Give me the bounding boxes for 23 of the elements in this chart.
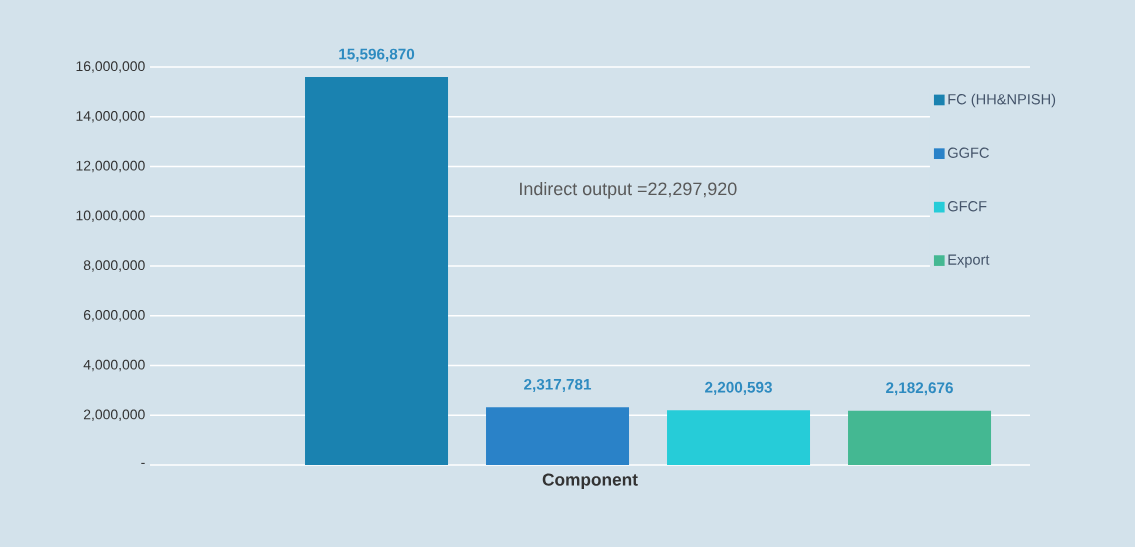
bar bbox=[848, 410, 992, 465]
legend-label: GFCF bbox=[947, 201, 987, 212]
y-tick-label: 8,000,000 bbox=[83, 260, 145, 272]
y-tick-label: 14,000,000 bbox=[76, 110, 145, 123]
y-tick-label: 4,000,000 bbox=[83, 359, 145, 372]
x-axis-title: Component bbox=[542, 473, 638, 490]
legend-label: GGFC bbox=[947, 147, 989, 158]
y-tick-label: 2,000,000 bbox=[83, 409, 145, 422]
annotation: Indirect output =22,297,920 bbox=[520, 182, 737, 199]
data-label: 2,317,781 bbox=[524, 378, 592, 392]
data-label: 15,596,870 bbox=[339, 48, 415, 62]
data-label: 2,200,593 bbox=[705, 381, 772, 395]
y-tick-label: - bbox=[141, 462, 145, 464]
bar bbox=[667, 410, 811, 465]
data-label: 2,182,676 bbox=[886, 382, 953, 396]
y-tick-label: 16,000,000 bbox=[76, 61, 145, 73]
y-tick-label: 6,000,000 bbox=[83, 310, 145, 322]
y-tick-label: 12,000,000 bbox=[76, 160, 145, 173]
y-tick-label: 10,000,000 bbox=[76, 210, 145, 223]
bar bbox=[305, 77, 449, 465]
legend-label: FC (HH&NPISH) bbox=[948, 93, 1056, 108]
legend-label: Export bbox=[948, 254, 990, 268]
bar bbox=[486, 407, 630, 465]
